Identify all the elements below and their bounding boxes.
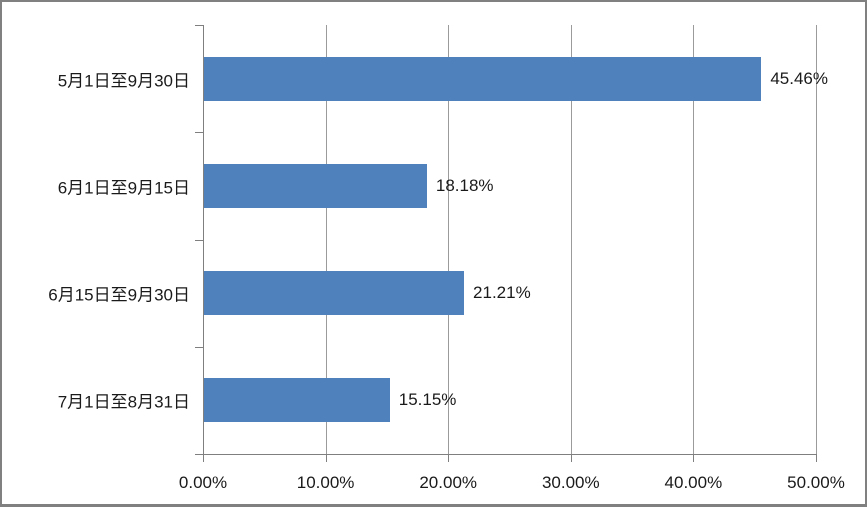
bar <box>204 56 762 101</box>
y-axis-tick <box>195 454 203 455</box>
vertical-gridline <box>448 25 450 454</box>
y-axis-line <box>203 25 204 455</box>
vertical-gridline <box>816 25 817 454</box>
x-axis-line <box>203 454 817 455</box>
x-axis-tick-label: 30.00% <box>541 473 600 492</box>
x-axis-tick-label: 40.00% <box>664 473 723 492</box>
x-axis-tick-label: 50.00% <box>787 473 845 492</box>
bar-value-label: 15.15% <box>398 390 457 410</box>
bar <box>204 163 427 208</box>
x-axis-tick-label: 20.00% <box>419 473 478 492</box>
y-axis-tick <box>195 239 203 241</box>
bar <box>204 378 390 423</box>
bar-value-label: 45.46% <box>770 68 828 88</box>
category-label: 6月15日至9月30日 <box>48 285 190 305</box>
y-axis-tick <box>195 346 203 348</box>
x-axis-tick <box>816 454 817 462</box>
x-axis-tick <box>325 454 327 462</box>
y-axis-tick <box>195 25 203 26</box>
x-axis-tick <box>693 454 695 462</box>
x-axis-tick <box>570 454 572 462</box>
bar <box>204 271 465 316</box>
category-label: 7月1日至8月31日 <box>57 392 190 412</box>
x-axis-tick <box>203 454 204 462</box>
vertical-gridline <box>570 25 572 454</box>
category-label: 5月1日至9月30日 <box>57 71 190 91</box>
x-axis-tick <box>448 454 450 462</box>
category-label: 6月1日至9月15日 <box>57 178 190 198</box>
bar-value-label: 21.21% <box>473 283 531 303</box>
vertical-gridline <box>325 25 327 454</box>
vertical-gridline <box>693 25 695 454</box>
bar-value-label: 18.18% <box>435 175 494 195</box>
x-axis-tick-label: 10.00% <box>296 473 355 492</box>
y-axis-tick <box>195 132 203 134</box>
x-axis-tick-label: 0.00% <box>178 473 228 492</box>
